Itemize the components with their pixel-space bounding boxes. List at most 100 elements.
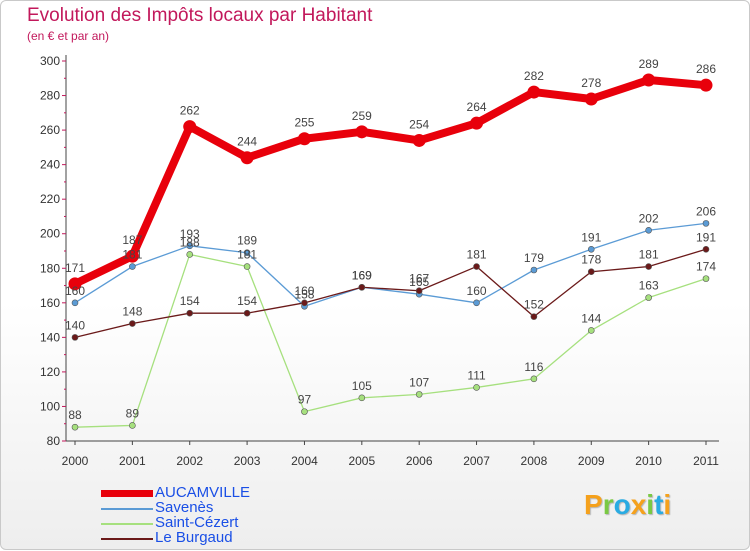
- series-2-point: [358, 394, 366, 402]
- series-1-point: [645, 226, 652, 234]
- y-tick-label: 100: [40, 399, 60, 413]
- x-tick-label: 2006: [406, 454, 433, 468]
- series-0-data-label: 289: [639, 57, 659, 71]
- series-0-point: [642, 73, 656, 87]
- series-1-data-label: 189: [237, 234, 257, 248]
- series-0-point: [240, 151, 254, 165]
- series-1-data-label: 179: [524, 251, 544, 265]
- brand-logo: Proxiti: [584, 489, 671, 521]
- series-1-data-label: 158: [294, 287, 314, 301]
- x-tick-label: 2003: [234, 454, 261, 468]
- x-tick-label: 2010: [635, 454, 662, 468]
- series-2-point: [129, 422, 136, 429]
- brand-letter: i: [663, 489, 672, 520]
- legend-item-le-burgaud: Le Burgaud: [101, 529, 401, 546]
- legend-label-savenes: Savenès: [155, 499, 214, 516]
- series-line-1: [74, 222, 707, 307]
- series-0-data-label: 278: [581, 76, 601, 90]
- brand-letter: r: [602, 489, 614, 520]
- series-1-point: [473, 299, 480, 307]
- series-1-data-label: 169: [352, 268, 372, 282]
- series-1-point: [71, 299, 79, 307]
- series-2-data-label: 97: [298, 393, 312, 407]
- series-2-data-label: 111: [467, 368, 486, 382]
- series-0-data-label: 264: [467, 100, 487, 114]
- y-tick-label: 160: [40, 296, 60, 310]
- series-3-point: [71, 334, 79, 341]
- chart-subtitle: (en € et par an): [27, 29, 110, 43]
- series-3-point: [358, 283, 366, 291]
- series-3-data-label: 181: [639, 248, 659, 262]
- series-line-0: [71, 76, 710, 288]
- series-3-point: [129, 320, 136, 327]
- series-3-point: [301, 299, 308, 307]
- series-0-point: [125, 249, 139, 263]
- series-2-data-label: 105: [352, 379, 372, 393]
- series-3-point: [415, 287, 423, 295]
- series-2-point: [645, 294, 652, 301]
- series-2-data-label: 181: [237, 248, 257, 262]
- y-tick-label: 140: [40, 330, 60, 344]
- series-3-data-label: 169: [352, 268, 372, 282]
- legend-swatch-saint-cezert: [101, 523, 153, 525]
- series-2-point: [587, 327, 595, 334]
- x-tick-label: 2007: [463, 454, 490, 468]
- chart-title: Evolution des Impôts locaux par Habitant: [27, 5, 373, 26]
- series-0-data-label: 286: [696, 62, 716, 76]
- series-2-data-label: 174: [696, 260, 716, 274]
- series-0-data-label: 187: [122, 233, 142, 247]
- series-3-point: [473, 263, 480, 270]
- series-2-data-label: 116: [524, 360, 543, 374]
- series-3-data-label: 154: [180, 294, 200, 308]
- series-0-data-label: 244: [237, 135, 257, 149]
- series-2-data-label: 163: [639, 279, 659, 293]
- legend-swatch-aucamville: [101, 490, 153, 497]
- series-0-point: [183, 120, 197, 134]
- y-tick-label: 80: [47, 434, 61, 448]
- series-1-data-label: 160: [467, 284, 487, 298]
- x-tick-label: 2002: [176, 454, 203, 468]
- brand-letter: x: [630, 489, 647, 520]
- brand-letter: o: [613, 489, 631, 520]
- x-tick-label: 2000: [62, 454, 89, 468]
- series-3-point: [530, 313, 538, 320]
- series-2-point: [473, 384, 480, 391]
- series-3-point: [702, 245, 710, 253]
- series-1-data-label: 193: [180, 227, 200, 241]
- series-0-point: [355, 125, 369, 139]
- series-1-data-label: 202: [639, 211, 659, 225]
- series-line-3: [74, 248, 707, 339]
- x-tick-label: 2008: [521, 454, 548, 468]
- series-3-point: [645, 263, 652, 270]
- series-2-data-label: 107: [409, 375, 429, 389]
- series-2-point: [702, 275, 710, 282]
- series-0-data-label: 282: [524, 69, 544, 83]
- series-1-data-label: 160: [65, 284, 85, 298]
- series-0-data-label: 254: [409, 117, 429, 131]
- series-2-data-label: 88: [68, 408, 82, 422]
- series-0-data-label: 171: [65, 261, 85, 275]
- series-line-2: [74, 253, 707, 428]
- series-2-data-label: 144: [581, 311, 601, 325]
- series-3-data-label: 178: [581, 253, 601, 267]
- brand-letter: P: [584, 489, 603, 520]
- y-tick-label: 120: [40, 365, 60, 379]
- legend-item-saint-cezert: Saint-Cézert: [101, 514, 401, 531]
- series-3-data-label: 154: [237, 294, 257, 308]
- x-tick-label: 2009: [578, 454, 605, 468]
- series-0-point: [584, 92, 598, 106]
- x-tick-label: 2004: [291, 454, 318, 468]
- y-tick-label: 280: [40, 89, 60, 103]
- x-tick-label: 2011: [693, 454, 719, 468]
- series-0-point: [470, 116, 484, 130]
- series-0-data-label: 255: [294, 116, 314, 130]
- series-2-point: [186, 251, 194, 258]
- legend-item-savenes: Savenès: [101, 499, 401, 516]
- series-1-point: [702, 220, 710, 227]
- series-1-data-label: 165: [409, 275, 429, 289]
- y-tick-label: 180: [40, 261, 60, 275]
- series-2-point: [530, 375, 538, 383]
- brand-letter: t: [654, 489, 664, 520]
